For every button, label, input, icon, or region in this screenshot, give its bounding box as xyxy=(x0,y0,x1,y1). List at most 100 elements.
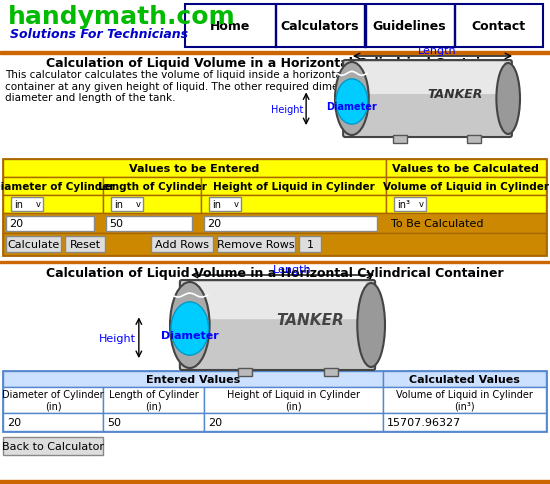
Text: 15707.96327: 15707.96327 xyxy=(387,417,461,427)
Text: 20: 20 xyxy=(9,219,23,228)
Text: v: v xyxy=(36,200,41,209)
Text: Contact: Contact xyxy=(471,20,525,33)
Text: v: v xyxy=(136,200,141,209)
Text: Volume of Liquid in Cylinder: Volume of Liquid in Cylinder xyxy=(383,182,549,192)
Bar xyxy=(112,197,144,212)
Text: 1: 1 xyxy=(306,240,313,249)
Bar xyxy=(65,237,105,253)
Text: 20: 20 xyxy=(207,219,221,228)
Bar xyxy=(201,196,386,213)
Bar xyxy=(107,216,192,231)
Text: Values to be Entered: Values to be Entered xyxy=(129,164,260,174)
Bar xyxy=(217,237,295,253)
Text: Values to be Calculated: Values to be Calculated xyxy=(393,164,540,174)
Text: handymath.com: handymath.com xyxy=(8,5,236,29)
Text: Diameter of Cylinder: Diameter of Cylinder xyxy=(0,182,114,192)
Ellipse shape xyxy=(170,283,210,368)
Text: Calculation of Liquid Volume in a Horizontal Cylindrical Container: Calculation of Liquid Volume in a Horizo… xyxy=(46,267,504,279)
Text: TANKER: TANKER xyxy=(276,313,344,328)
Bar xyxy=(201,178,386,196)
Text: in³: in³ xyxy=(397,199,410,210)
Text: 50: 50 xyxy=(109,219,123,228)
Text: Volume of Liquid in Cylinder
(in³): Volume of Liquid in Cylinder (in³) xyxy=(396,390,533,411)
Bar xyxy=(103,178,201,196)
Bar xyxy=(3,413,103,431)
Text: Solutions For Technicians: Solutions For Technicians xyxy=(10,28,188,41)
Bar xyxy=(394,197,426,212)
Text: 20: 20 xyxy=(208,417,222,427)
Text: in: in xyxy=(114,199,123,210)
Bar xyxy=(6,237,61,253)
Text: Height of Liquid in Cylinder
(in): Height of Liquid in Cylinder (in) xyxy=(227,390,360,411)
Text: Diameter: Diameter xyxy=(161,330,219,340)
Bar xyxy=(3,196,103,213)
Bar xyxy=(383,387,546,413)
Text: v: v xyxy=(419,200,424,209)
Text: Height: Height xyxy=(271,105,303,115)
Text: Length: Length xyxy=(418,46,457,56)
Text: Length of Cylinder: Length of Cylinder xyxy=(98,182,207,192)
Bar xyxy=(3,387,103,413)
Text: Reset: Reset xyxy=(69,240,101,249)
Bar xyxy=(0,480,550,484)
Bar xyxy=(238,368,252,376)
Text: Add Rows: Add Rows xyxy=(155,240,209,249)
Bar xyxy=(103,196,201,213)
Ellipse shape xyxy=(171,302,208,355)
Bar xyxy=(3,160,546,256)
Bar xyxy=(3,371,383,387)
Text: TANKER: TANKER xyxy=(427,88,483,101)
Bar xyxy=(393,136,407,144)
Bar xyxy=(383,413,546,431)
Text: in: in xyxy=(14,199,23,210)
Bar xyxy=(209,197,241,212)
Bar xyxy=(185,5,543,48)
Bar xyxy=(6,216,95,231)
Bar xyxy=(204,387,383,413)
Text: Remove Rows: Remove Rows xyxy=(217,240,295,249)
Text: 20: 20 xyxy=(7,417,21,427)
Bar xyxy=(0,52,550,55)
Text: This calculator calculates the volume of liquid inside a horizontal cylindrical
: This calculator calculates the volume of… xyxy=(5,70,412,103)
Text: in: in xyxy=(212,199,221,210)
Bar xyxy=(454,5,455,48)
Text: Diameter: Diameter xyxy=(327,102,377,112)
Bar xyxy=(324,368,338,376)
Text: Calculation of Liquid Volume in a Horizontal Cylindrical Container: Calculation of Liquid Volume in a Horizo… xyxy=(46,57,504,70)
Bar xyxy=(3,160,386,178)
Bar xyxy=(386,160,546,178)
Bar xyxy=(386,178,546,196)
Bar xyxy=(467,136,481,144)
Bar xyxy=(386,196,546,213)
Text: To Be Calculated: To Be Calculated xyxy=(391,219,483,228)
Text: Guidelines: Guidelines xyxy=(372,20,446,33)
Bar xyxy=(274,5,276,48)
Text: Back to Calculator: Back to Calculator xyxy=(2,441,104,451)
Text: v: v xyxy=(234,200,239,209)
FancyBboxPatch shape xyxy=(180,280,375,370)
Bar xyxy=(151,237,213,253)
Bar xyxy=(3,437,103,455)
Text: Diameter of Cylinder
(in): Diameter of Cylinder (in) xyxy=(2,390,104,411)
Bar xyxy=(3,371,546,431)
Ellipse shape xyxy=(336,80,368,125)
Text: Calculate: Calculate xyxy=(7,240,59,249)
Bar xyxy=(3,213,546,233)
Ellipse shape xyxy=(335,63,368,136)
Ellipse shape xyxy=(358,284,385,367)
Text: 50: 50 xyxy=(107,417,122,427)
Bar xyxy=(204,216,377,231)
Bar xyxy=(103,387,204,413)
Bar xyxy=(383,371,546,387)
Bar xyxy=(11,197,43,212)
Bar xyxy=(0,0,550,53)
Bar xyxy=(3,178,103,196)
FancyBboxPatch shape xyxy=(189,283,366,319)
FancyBboxPatch shape xyxy=(351,63,504,95)
Bar xyxy=(364,5,366,48)
Text: Height of Liquid in Cylinder: Height of Liquid in Cylinder xyxy=(213,182,375,192)
Ellipse shape xyxy=(496,64,520,135)
FancyBboxPatch shape xyxy=(343,61,512,138)
Text: Home: Home xyxy=(210,20,250,33)
Bar xyxy=(103,413,204,431)
